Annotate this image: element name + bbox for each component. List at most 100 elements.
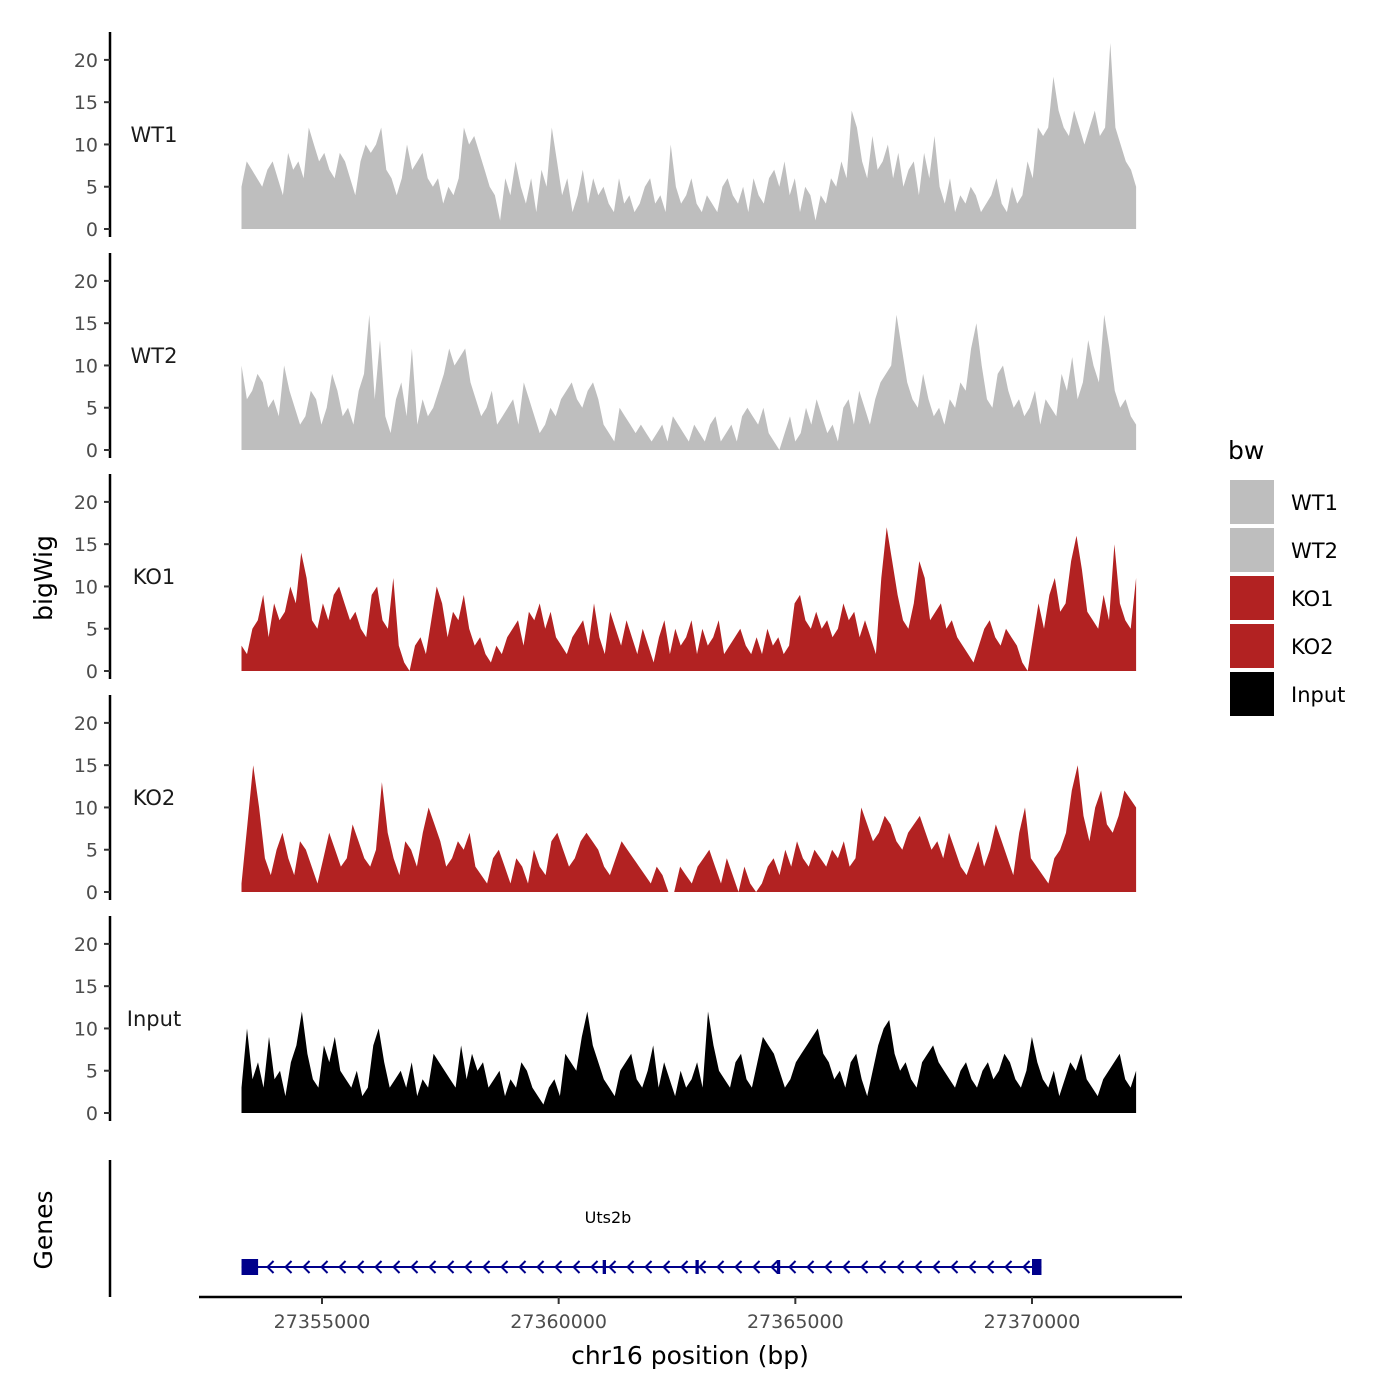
y-tick-label: 20 [74, 50, 98, 72]
legend-key-wt1 [1230, 480, 1274, 524]
signal-area-wt1 [241, 43, 1137, 229]
y-tick-label: 15 [74, 976, 98, 998]
legend-label-ko1: KO1 [1291, 587, 1334, 611]
strand-arrow [644, 1260, 653, 1274]
strand-arrow [734, 1260, 743, 1274]
strand-arrow [986, 1260, 995, 1274]
y-tick-label: 15 [74, 534, 98, 556]
strand-arrow [896, 1260, 905, 1274]
strand-arrow [662, 1260, 671, 1274]
track-label-input: Input [127, 1007, 181, 1031]
gene-exon [1032, 1259, 1042, 1275]
strand-arrow [626, 1260, 635, 1274]
strand-arrow [374, 1260, 383, 1274]
strand-arrow [536, 1260, 545, 1274]
strand-arrow [572, 1260, 581, 1274]
strand-arrow [698, 1260, 707, 1274]
legend-title: bw [1228, 436, 1264, 465]
strand-arrow [302, 1260, 311, 1274]
y-tick-label: 5 [86, 398, 98, 420]
track-input: 0 5 10 15 20 Input [74, 916, 1137, 1125]
legend-key-wt2 [1230, 528, 1274, 572]
y-tick-label: 10 [74, 134, 98, 156]
legend-key-ko2 [1230, 624, 1274, 668]
y-tick-label: 10 [74, 1018, 98, 1040]
y-tick-label: 0 [86, 219, 98, 241]
strand-arrow [446, 1260, 455, 1274]
strand-arrow [410, 1260, 419, 1274]
y-tick-label: 20 [74, 271, 98, 293]
x-tick-label: 27360000 [510, 1311, 607, 1333]
y-tick-label: 5 [86, 1061, 98, 1083]
track-wt2: 0 5 10 15 20 WT2 [74, 253, 1137, 462]
y-tick-label: 15 [74, 313, 98, 335]
genes-track: Uts2b [108, 1160, 1042, 1297]
genes-axis-title: Genes [29, 1190, 58, 1269]
y-tick-label: 10 [74, 355, 98, 377]
legend-key-ko1 [1230, 576, 1274, 620]
gene-label: Uts2b [585, 1208, 632, 1227]
legend-key-input [1230, 672, 1274, 716]
signal-area-ko2 [241, 765, 1137, 892]
signal-area-ko1 [241, 527, 1137, 671]
gene-exon [602, 1260, 606, 1274]
strand-arrow [320, 1260, 329, 1274]
y-tick-label: 15 [74, 92, 98, 114]
y-tick-label: 20 [74, 492, 98, 514]
track-label-wt2: WT2 [131, 344, 178, 368]
strand-arrow [788, 1260, 797, 1274]
y-tick-label: 10 [74, 576, 98, 598]
strand-arrow [770, 1260, 779, 1274]
gene-exon [695, 1260, 699, 1274]
signal-tracks: 0 5 10 15 20 WT1 0 5 10 15 20 WT2 0 5 10 15 20 KO1 0 5 10 15 2… [74, 32, 1137, 1125]
strand-arrow [482, 1260, 491, 1274]
y-tick-label: 15 [74, 755, 98, 777]
track-ko2: 0 5 10 15 20 KO2 [74, 695, 1137, 904]
strand-arrow [554, 1260, 563, 1274]
strand-arrow [1022, 1260, 1031, 1274]
strand-arrow [464, 1260, 473, 1274]
y-tick-label: 0 [86, 440, 98, 462]
gene-exon [241, 1259, 259, 1275]
y-tick-label: 5 [86, 619, 98, 641]
x-axis-title: chr16 position (bp) [571, 1341, 809, 1370]
legend: bw WT1 WT2 KO1 KO2 Input [1228, 436, 1345, 716]
strand-arrow [266, 1260, 275, 1274]
y-tick-label: 0 [86, 882, 98, 904]
strand-arrow [356, 1260, 365, 1274]
y-tick-label: 0 [86, 661, 98, 683]
signal-area-input [241, 1011, 1137, 1113]
y-tick-label: 20 [74, 713, 98, 735]
strand-arrow [338, 1260, 347, 1274]
gene-exon [776, 1260, 781, 1274]
strand-arrow [500, 1260, 509, 1274]
strand-arrow [608, 1260, 617, 1274]
y-tick-label: 5 [86, 840, 98, 862]
legend-label-input: Input [1291, 683, 1345, 707]
track-label-wt1: WT1 [131, 123, 178, 147]
strand-arrow [590, 1260, 599, 1274]
x-tick-label: 27365000 [747, 1311, 844, 1333]
x-tick-label: 27355000 [274, 1311, 371, 1333]
strand-arrow [284, 1260, 293, 1274]
strand-arrow [968, 1260, 977, 1274]
strand-arrow [932, 1260, 941, 1274]
strand-arrow [878, 1260, 887, 1274]
legend-label-ko2: KO2 [1291, 635, 1334, 659]
strand-arrow [806, 1260, 815, 1274]
strand-arrow [1004, 1260, 1013, 1274]
legend-label-wt1: WT1 [1291, 491, 1338, 515]
strand-arrow [518, 1260, 527, 1274]
track-label-ko2: KO2 [133, 786, 176, 810]
signal-area-wt2 [241, 314, 1137, 450]
strand-arrow [860, 1260, 869, 1274]
x-axis: 27355000 27360000 27365000 27370000 [199, 1295, 1182, 1333]
track-label-ko1: KO1 [133, 565, 176, 589]
track-wt1: 0 5 10 15 20 WT1 [74, 32, 1137, 241]
x-tick-label: 27370000 [984, 1311, 1081, 1333]
y-tick-label: 5 [86, 177, 98, 199]
strand-arrow [914, 1260, 923, 1274]
strand-arrow [392, 1260, 401, 1274]
